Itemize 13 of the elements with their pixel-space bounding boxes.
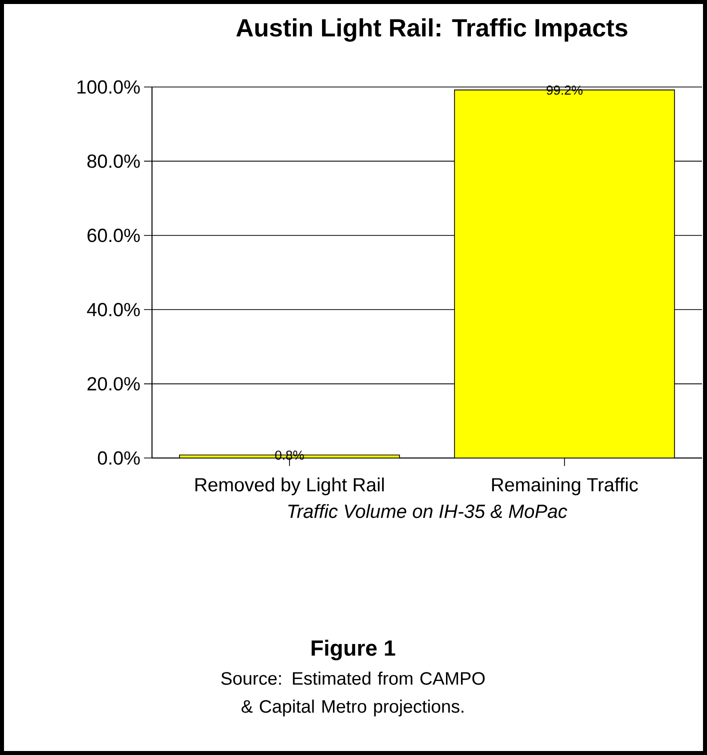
y-tick-label: 100.0% bbox=[77, 80, 140, 94]
x-tick-label: Removed by Light Rail bbox=[195, 478, 384, 496]
source-note: Source: Estimated from CAMPO & Capital Metro projections. bbox=[221, 672, 485, 716]
y-tick-label: 20.0% bbox=[88, 377, 140, 391]
x-axis-title: Traffic Volume on IH-35 & MoPac bbox=[288, 504, 568, 518]
x-tick-label: Remaining Traffic bbox=[492, 478, 638, 496]
chart-title: Austin Light Rail: Traffic Impacts bbox=[236, 18, 628, 42]
caption: Figure 1 bbox=[312, 640, 396, 660]
y-tick-label: 0.0% bbox=[98, 451, 140, 465]
data-label: 0.8% bbox=[275, 450, 304, 460]
y-tick-label: 40.0% bbox=[87, 302, 140, 316]
y-tick-label: 80.0% bbox=[87, 154, 140, 168]
y-tick-label: 60.0% bbox=[88, 228, 140, 242]
